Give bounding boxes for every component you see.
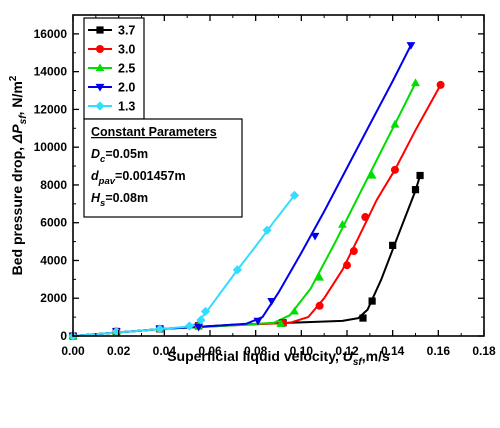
series-point-2-0-6	[310, 232, 320, 241]
y-axis-title-sub: sf	[18, 114, 29, 125]
series-point-1-3-7	[262, 225, 272, 235]
annotation-box-frame	[83, 118, 243, 218]
series-point-3-0-6	[343, 261, 351, 270]
series-point-2-5-10	[411, 78, 420, 87]
series-point-3-0-10	[436, 80, 445, 89]
series-point-2-5-8	[367, 170, 377, 179]
y-axis-title-main: Bed pressure drop,	[9, 143, 25, 275]
legend-marker-1-3	[95, 101, 105, 111]
series-point-3-7-8	[411, 186, 420, 194]
x-tick-label-0-08: 0.08	[244, 344, 268, 358]
series-markers	[68, 42, 445, 341]
series-line-1-3	[72, 194, 296, 337]
series-point-2-5-7	[338, 219, 347, 228]
series-point-1-3-5	[200, 306, 211, 317]
series-point-1-3-6	[232, 265, 242, 275]
y-axis-title-sup: 2	[8, 75, 19, 81]
legend-label-3-0: 3.0	[118, 43, 135, 57]
series-point-3-0-8	[361, 213, 370, 222]
x-tick-label-0-06: 0.06	[198, 344, 222, 358]
annotation-line-Dc: Dc=0.05m	[91, 147, 148, 165]
annotation-sub: c	[100, 154, 106, 165]
series-point-2-0-4	[253, 317, 263, 326]
x-tick-label-0-18: 0.18	[472, 344, 496, 358]
series-point-2-0-7	[406, 42, 416, 50]
x-axis-title-tail: ,m/s	[362, 348, 390, 364]
x-tick-label-0-10: 0.10	[290, 344, 314, 358]
y-tick-label-16000: 16000	[34, 27, 68, 41]
series-point-1-3-8	[289, 190, 300, 200]
series-point-2-0-5	[267, 297, 277, 306]
series-point-3-7-7	[389, 241, 397, 249]
legend-label-2-0: 2.0	[118, 81, 135, 95]
x-tick-label-0-02: 0.02	[107, 344, 131, 358]
series-point-1-3-1	[111, 326, 121, 337]
legend-label-1-3: 1.3	[118, 100, 135, 114]
series-point-3-7-9	[416, 171, 424, 180]
y-tick-label-0: 0	[60, 329, 67, 343]
y-tick-label-2000: 2000	[40, 291, 67, 305]
x-axis-title-sub: sf	[353, 357, 364, 368]
series-point-2-5-9	[390, 119, 400, 128]
x-tick-label-0-00: 0.00	[61, 344, 85, 358]
x-tick-label-0-14: 0.14	[381, 344, 405, 358]
y-axis-title-var: ΔP	[9, 124, 25, 144]
x-axis-title: Superficial liquid velocity, Usf,m/s	[167, 348, 390, 368]
annotation-sub: s	[100, 198, 105, 209]
series-point-3-0-9	[390, 165, 399, 174]
y-axis-title-tail: , N/m	[9, 81, 25, 115]
annotation-line-dpav: dpav=0.001457m	[91, 169, 186, 187]
legend-label-3-7: 3.7	[118, 24, 135, 38]
series-point-3-7-5	[359, 314, 367, 322]
annotation-line-Hs: Hs=0.08m	[91, 191, 148, 209]
y-tick-label-10000: 10000	[34, 140, 68, 154]
annotation-value: =0.08m	[105, 191, 148, 205]
series-point-1-3-3	[184, 321, 195, 331]
x-axis-title-main: Superficial liquid velocity,	[167, 348, 343, 364]
series-point-1-3-2	[155, 324, 165, 334]
x-tick-label-0-16: 0.16	[427, 344, 451, 358]
y-tick-label-6000: 6000	[40, 216, 67, 230]
x-axis-title-var: U	[343, 348, 354, 364]
y-tick-label-4000: 4000	[40, 253, 67, 267]
annotation-lines: Dc=0.05m dpav=0.001457m Hs=0.08m	[91, 147, 186, 209]
y-axis-title: Bed pressure drop, ΔPsf, N/m2	[8, 75, 29, 275]
annotation-var: D	[91, 147, 100, 161]
series-point-3-7-6	[368, 297, 376, 305]
legend-marker-2-0	[95, 83, 105, 92]
series-point-2-5-6	[315, 272, 324, 281]
legend-marker-3-7	[96, 26, 104, 34]
legend-items: 3.7 3.0 2.5 2.0 1.3	[88, 24, 135, 114]
axes: 0.00 0.02 0.04 0.06 0.08 0.10 0.12 0.14 0.16 0.18…	[34, 15, 496, 358]
legend-marker-3-0	[96, 45, 104, 53]
annotation-value: =0.05m	[105, 147, 148, 161]
x-tick-label-0-04: 0.04	[153, 344, 177, 358]
y-tick-label-8000: 8000	[40, 178, 67, 192]
legend-label-2-5: 2.5	[118, 62, 135, 76]
series-point-2-5-4	[276, 319, 286, 327]
legend-marker-2-5	[95, 63, 105, 72]
series-point-3-0-7	[349, 247, 358, 256]
series-point-3-0-5	[315, 301, 324, 310]
series-point-1-3-4	[196, 315, 206, 325]
y-tick-label-14000: 14000	[34, 65, 68, 79]
x-tick-label-0-12: 0.12	[335, 344, 359, 358]
annotation-var: H	[91, 191, 101, 205]
series-point-2-0-3	[194, 323, 203, 332]
series-point-2-5-5	[290, 306, 299, 315]
annotation-var: d	[91, 169, 99, 183]
annotation-value: =0.001457m	[115, 169, 186, 183]
annotation-box: Constant Parameters Dc=0.05m dpav=0.00145…	[83, 118, 243, 218]
annotation-title: Constant Parameters	[91, 125, 217, 139]
annotation-sub: pav	[98, 176, 116, 187]
legend: 3.7 3.0 2.5 2.0 1.3	[83, 17, 145, 120]
y-tick-label-12000: 12000	[34, 102, 68, 116]
